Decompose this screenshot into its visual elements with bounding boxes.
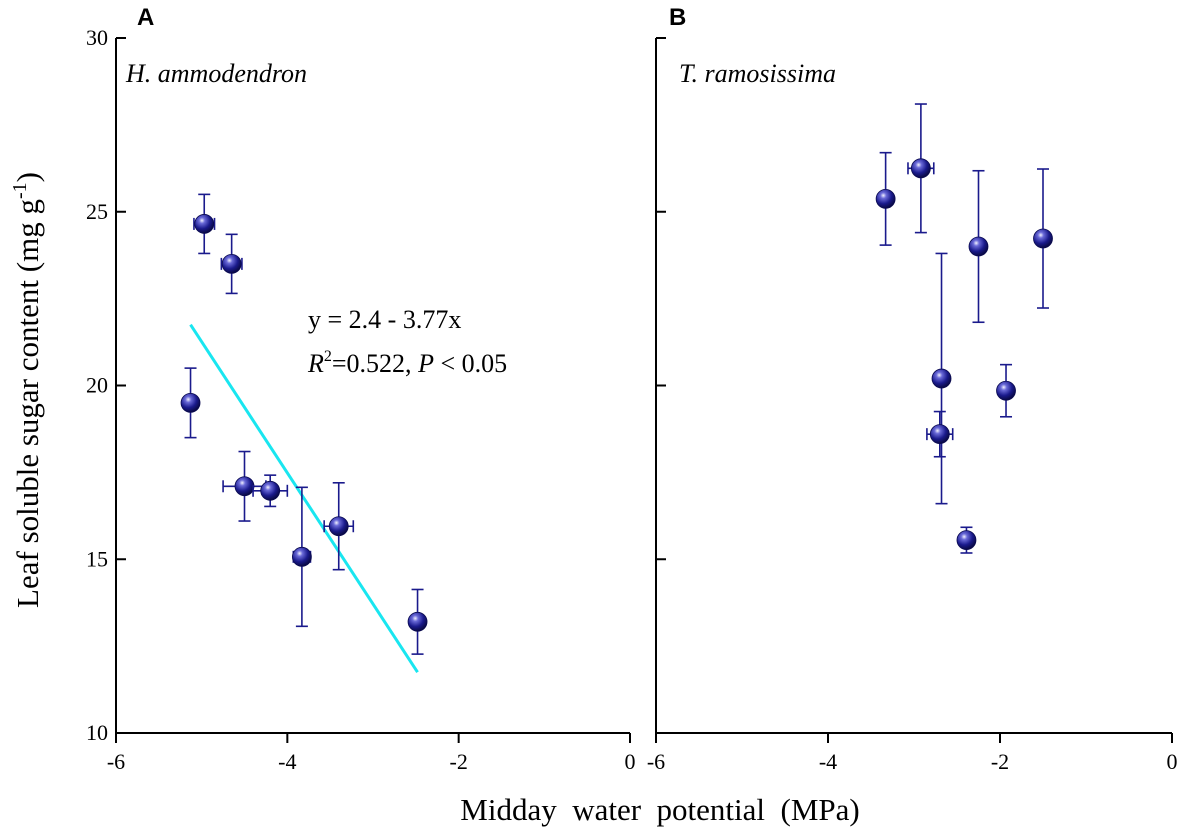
panel-a-data-point [180, 367, 201, 439]
data-marker [260, 480, 281, 501]
y-axis-title-sup: -1 [9, 182, 31, 199]
panel-a: A H. ammodendron 10 15 20 25 30 -6 -4 -2 0 y = 2… [86, 4, 636, 774]
panel-b-data-point [956, 526, 977, 554]
panel-a-data-point [220, 233, 243, 295]
regression-stats: R2=0.522, P < 0.05 [307, 348, 507, 378]
p-value: < 0.05 [434, 349, 507, 378]
panel-a-data-point [193, 193, 216, 255]
data-marker [328, 516, 349, 537]
data-marker [968, 236, 989, 257]
panel-a-x-tick-label: -6 [107, 749, 125, 774]
panel-a-regression [189, 323, 419, 674]
panel-a-y-tick-label: 25 [86, 199, 108, 224]
panel-a-species-label: H. ammodendron [125, 59, 307, 88]
r-sup: 2 [324, 348, 332, 365]
y-axis-title-close: ) [10, 172, 45, 182]
panel-b-data-point [968, 169, 989, 324]
panel-a-y-tick-label: 30 [86, 25, 108, 50]
panel-b: B T. ramosissima -6 -4 -2 0 [647, 4, 1178, 774]
panel-a-x-tick-label: -2 [450, 749, 468, 774]
panel-b-x-tick-label: -2 [991, 749, 1009, 774]
y-axis-title: Leaf soluble sugar content (mg g-1) [9, 172, 45, 608]
panel-a-data-point [323, 481, 355, 571]
regression-line [189, 323, 419, 674]
panel-b-x-tick-label: 0 [1167, 749, 1178, 774]
panel-a-x-tick-label: 0 [625, 749, 636, 774]
data-marker [1033, 228, 1053, 249]
data-marker [221, 253, 242, 274]
panel-a-x-tick-label: -4 [278, 749, 296, 774]
panel-b-points [875, 103, 1053, 554]
data-marker [910, 158, 931, 179]
panel-a-axes: 10 15 20 25 30 -6 -4 -2 0 [86, 25, 636, 774]
panel-a-letter: A [137, 4, 154, 31]
data-marker [407, 611, 428, 632]
data-marker [875, 188, 896, 209]
panel-a-y-tick-label: 20 [86, 373, 108, 398]
panel-b-x-tick-label: -4 [819, 749, 837, 774]
x-axis-title: Midday water potential (MPa) [460, 792, 859, 827]
data-marker [996, 380, 1016, 401]
panel-a-points [180, 193, 428, 655]
panel-b-axes: -6 -4 -2 0 [647, 37, 1178, 774]
r-label: R [307, 349, 324, 378]
panel-b-data-point [926, 410, 954, 458]
panel-a-data-point [222, 450, 267, 522]
panel-a-y-tick-label: 15 [86, 546, 108, 571]
panel-b-data-point [996, 363, 1016, 418]
panel-a-y-tick-label: 10 [86, 720, 108, 745]
data-marker [234, 476, 255, 497]
y-axis-title-main: Leaf soluble sugar content (mg g [10, 199, 45, 608]
data-marker [194, 214, 215, 234]
regression-equation: y = 2.4 - 3.77x [308, 305, 461, 334]
panel-b-species-label: T. ramosissima [679, 59, 836, 88]
r-value: =0.522, [332, 349, 418, 378]
panel-b-data-point [1033, 168, 1053, 309]
data-marker [180, 392, 201, 413]
data-marker [929, 424, 950, 445]
data-marker [931, 368, 952, 389]
panel-b-x-tick-label: -6 [647, 749, 665, 774]
panel-b-data-point [875, 151, 896, 246]
data-marker [291, 546, 312, 567]
data-marker [956, 530, 977, 551]
panel-b-data-point [931, 252, 952, 505]
panel-a-data-point [407, 588, 428, 655]
panel-a-data-point [252, 474, 289, 508]
panel-b-data-point [907, 103, 935, 234]
p-label: P [417, 349, 434, 378]
panel-a-data-point [291, 486, 312, 628]
panel-b-letter: B [669, 4, 686, 31]
